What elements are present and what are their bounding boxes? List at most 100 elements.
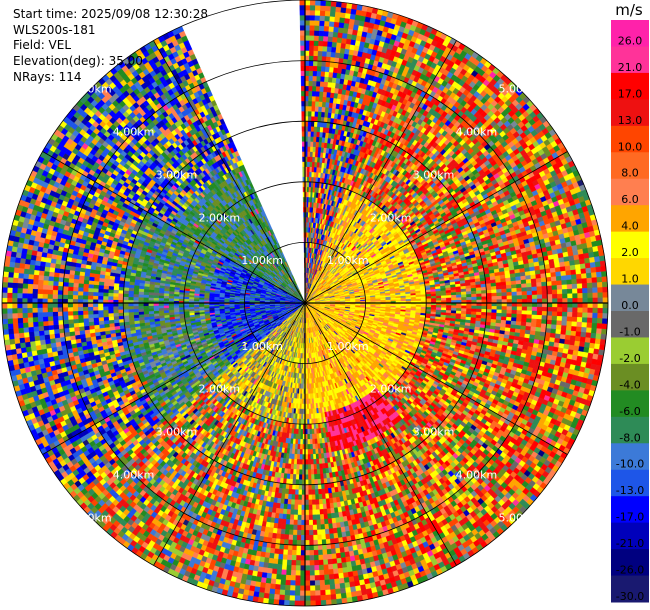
velocity-gate xyxy=(329,21,334,26)
velocity-gate xyxy=(320,11,325,16)
velocity-gate xyxy=(315,5,320,10)
velocity-gate xyxy=(324,31,329,36)
velocity-gate xyxy=(309,96,313,101)
velocity-gate xyxy=(317,76,321,81)
velocity-gate xyxy=(325,6,331,11)
velocity-gate xyxy=(325,11,330,16)
velocity-gate xyxy=(331,1,337,7)
velocity-gate xyxy=(322,61,327,66)
velocity-gate xyxy=(333,32,338,38)
velocity-gate xyxy=(308,141,311,146)
velocity-gate xyxy=(315,101,319,106)
velocity-gate xyxy=(313,76,317,81)
velocity-gate xyxy=(560,266,566,271)
velocity-gate xyxy=(308,101,312,106)
velocity-gate xyxy=(310,0,315,5)
velocity-gate xyxy=(313,71,317,76)
velocity-gate xyxy=(579,259,585,265)
velocity-gate xyxy=(305,5,310,10)
velocity-gate xyxy=(319,31,324,36)
velocity-gate xyxy=(314,41,319,46)
velocity-gate xyxy=(319,96,323,101)
velocity-gate xyxy=(307,167,309,172)
velocity-gate xyxy=(321,0,327,5)
velocity-gate xyxy=(320,86,324,91)
velocity-gate xyxy=(308,146,311,151)
velocity-gate xyxy=(316,91,320,96)
velocity-gate xyxy=(346,8,352,14)
velocity-gate xyxy=(305,66,309,71)
velocity-gate xyxy=(565,266,571,271)
velocity-gate xyxy=(310,5,315,10)
velocity-gate xyxy=(305,45,309,50)
velocity-gate xyxy=(338,27,343,33)
velocity-gate xyxy=(310,15,315,20)
velocity-gate xyxy=(345,13,351,19)
velocity-gate xyxy=(318,41,323,46)
velocity-gate xyxy=(308,121,311,126)
velocity-gate xyxy=(310,35,315,40)
velocity-gate xyxy=(314,126,317,131)
velocity-gate xyxy=(555,267,561,272)
velocity-gate xyxy=(314,46,319,51)
velocity-gate xyxy=(327,46,332,51)
velocity-gate xyxy=(317,66,321,71)
velocity-gate xyxy=(305,51,309,56)
velocity-gate xyxy=(311,136,314,141)
velocity-gate xyxy=(315,116,319,121)
velocity-gate xyxy=(311,121,314,126)
velocity-gate xyxy=(327,41,332,46)
velocity-gate xyxy=(309,56,313,61)
velocity-gate xyxy=(310,30,315,35)
velocity-gate xyxy=(305,61,309,66)
velocity-gate xyxy=(315,10,320,15)
velocity-gate xyxy=(325,16,330,21)
velocity-gate xyxy=(314,121,317,126)
velocity-gate xyxy=(330,11,336,17)
velocity-gate xyxy=(309,45,314,50)
velocity-gate xyxy=(585,263,591,269)
velocity-gate xyxy=(320,76,324,81)
velocity-gate xyxy=(314,36,319,41)
velocity-gate xyxy=(324,21,329,26)
velocity-gate xyxy=(321,71,325,76)
velocity-gate xyxy=(316,86,320,91)
velocity-gate xyxy=(325,72,329,77)
velocity-gate xyxy=(314,30,319,35)
velocity-gate xyxy=(331,52,336,58)
velocity-gate xyxy=(313,81,317,86)
velocity-gate xyxy=(308,152,311,157)
velocity-gate xyxy=(318,46,323,51)
velocity-gate xyxy=(324,77,328,82)
velocity-gate xyxy=(305,15,310,20)
velocity-gate xyxy=(570,265,576,270)
velocity-gate xyxy=(331,6,337,12)
velocity-gate xyxy=(309,86,313,91)
velocity-gate xyxy=(311,126,314,131)
velocity-gate xyxy=(575,264,581,269)
velocity-gate xyxy=(328,36,333,41)
velocity-gate xyxy=(338,32,343,38)
velocity-gate xyxy=(580,264,586,270)
velocity-gate xyxy=(325,67,330,72)
velocity-gate xyxy=(594,256,600,262)
velocity-gate xyxy=(319,91,323,96)
velocity-gate xyxy=(305,35,310,40)
velocity-gate xyxy=(335,12,341,18)
velocity-gate xyxy=(327,51,332,56)
velocity-gate xyxy=(330,57,335,63)
velocity-gate xyxy=(308,131,311,136)
velocity-gate xyxy=(315,25,320,30)
velocity-gate xyxy=(320,81,324,86)
velocity-gate xyxy=(305,40,310,45)
velocity-gate xyxy=(315,111,319,116)
velocity-gate xyxy=(305,71,309,76)
velocity-gate xyxy=(334,22,339,28)
velocity-gate xyxy=(324,82,328,87)
velocity-gate xyxy=(590,262,596,268)
velocity-gate xyxy=(322,51,327,56)
velocity-gate xyxy=(336,7,342,13)
velocity-gate xyxy=(309,51,313,56)
velocity-gate xyxy=(317,61,321,66)
